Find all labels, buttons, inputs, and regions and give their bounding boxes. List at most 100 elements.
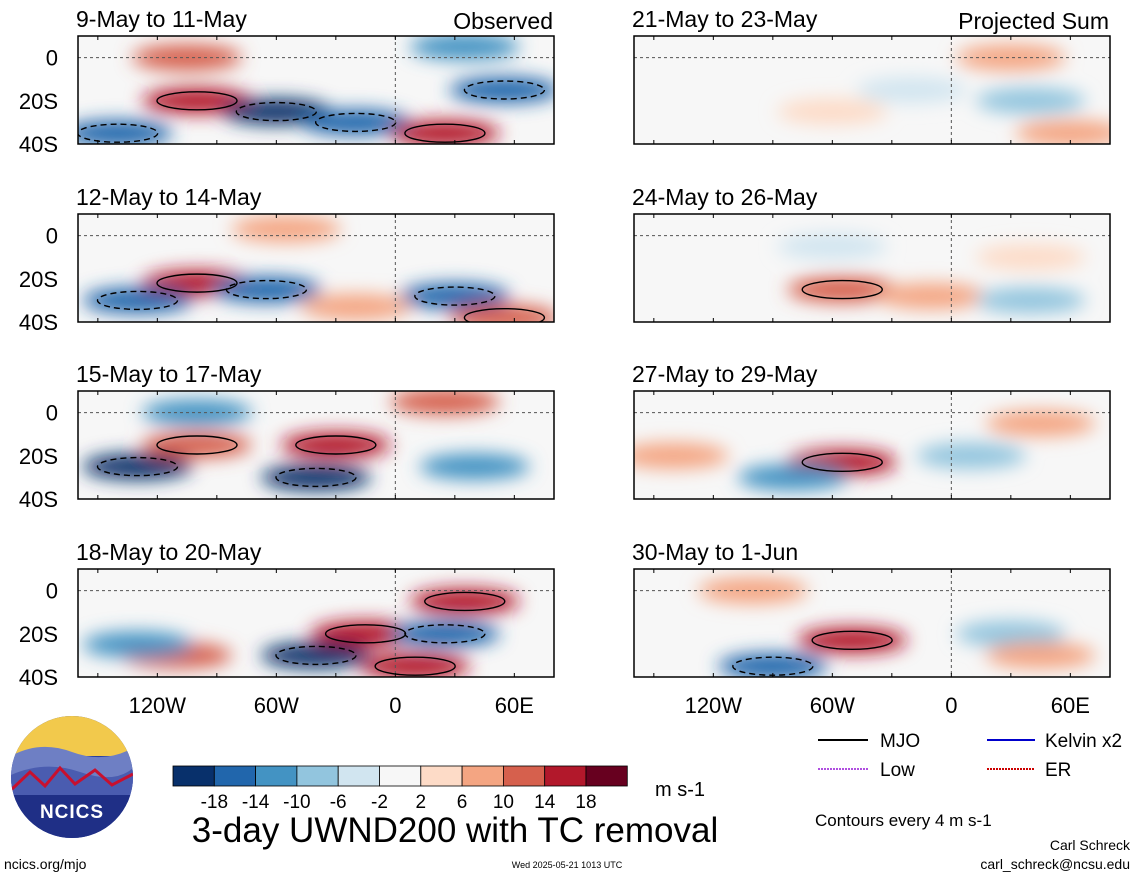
ncics-logo: NCICS [11,716,133,838]
contour-line [156,273,238,293]
anomaly-blob [955,620,1066,647]
anomaly-blob [975,244,1086,271]
colorbar-swatch [296,765,339,787]
panel-title: 24-May to 26-May [632,184,818,210]
panel-7: 27-May to 29-May [632,361,1111,500]
contour-line [156,435,238,455]
colorbar-tick-label: -10 [283,792,310,813]
y-tick-label: 20S [19,267,58,292]
panel-title: 18-May to 20-May [76,539,262,565]
contour-line [404,624,486,644]
panel-2: 12-May to 14-May 0 20S 40S [19,184,555,335]
panel-title: 30-May to 1-Jun [632,539,798,565]
contour-line [96,290,179,311]
colorbar-tick-label: 2 [416,792,427,813]
anomaly-blob [389,391,500,415]
contour-line [811,630,893,650]
anomaly-blob [737,464,848,491]
x-tick-label: 60E [1051,693,1090,718]
contour-line [96,456,179,477]
colorbar-swatch [420,765,463,787]
panel-4: 18-May to 20-May 0 20S 40S 120W 60W 0 60E [19,539,555,718]
legend-label-low: Low [880,760,915,781]
y-tick-label: 40S [19,487,58,512]
panel-6: 24-May to 26-May [632,184,1111,323]
panel-title: 12-May to 14-May [76,184,262,210]
anomaly-blob [449,304,554,322]
panel-3: 15-May to 17-May 0 20S 40S [19,361,555,512]
contour-line [404,123,486,143]
anomaly-blob [985,642,1096,669]
colorbar-swatch [461,765,504,787]
colorbar-swatch [585,765,628,787]
contour-line [414,286,496,306]
x-tick-label: 120W [129,693,187,718]
y-tick-label: 0 [46,579,58,604]
panel-frame [633,390,1111,500]
panel-title: 9-May to 11-May [76,6,247,32]
anomaly-blob [231,216,342,243]
footer-url: ncics.org/mjo [4,856,87,872]
panel-frame [77,213,555,323]
anomaly-blob [955,44,1066,71]
anomaly-blob [1015,120,1110,144]
colorbar: -18 -14 -10 -6 -2 2 6 10 14 18 [172,765,628,813]
contour-line [463,80,546,100]
colorbar-tick-label: -6 [330,792,347,813]
legend-label-er: ER [1045,760,1071,781]
panel-frame [77,390,555,500]
panel-background [634,391,1110,499]
panel-corner-label: Observed [453,8,553,34]
y-tick-label: 20S [19,89,58,114]
panel-frame [77,35,555,145]
colorbar-tick-label: 14 [534,792,556,813]
contour-line [156,91,238,111]
colorbar-tick-label: 18 [575,792,596,813]
anomaly-blob [142,399,252,426]
colorbar-swatch [544,765,587,787]
contour-line [78,123,159,143]
contour-line [801,452,883,472]
contour-line [463,307,546,322]
legend-label-kelvin: Kelvin x2 [1045,731,1122,752]
anomaly-blob [300,293,411,320]
footer-email: carl_schreck@ncsu.edu [980,856,1130,872]
x-tick-label: 60W [254,693,299,718]
contour-line [235,101,318,122]
anomaly-blob [777,233,888,260]
y-tick-label: 20S [19,622,58,647]
anomaly-blob [975,87,1086,114]
anomaly-blob [985,410,1096,437]
colorbar-swatch [337,765,380,787]
contour-line [275,467,357,488]
colorbar-tick-label: -2 [371,792,388,813]
anomaly-blob [916,442,1027,469]
colorbar-tick-label: -14 [242,792,270,813]
y-tick-label: 40S [19,132,58,157]
panel-corner-label: Projected Sum [958,8,1109,34]
panel-title: 21-May to 23-May [632,6,818,32]
colorbar-tick-label: 10 [493,792,514,813]
mjo-contours [801,452,883,472]
contour-line [424,591,506,612]
main-title: 3-day UWND200 with TC removal [192,811,718,850]
contour-line [295,435,377,455]
y-tick-label: 20S [19,444,58,469]
panel-frame [633,35,1111,145]
panel-5: 21-May to 23-May Projected Sum [632,6,1111,145]
anomaly-blob [78,120,173,144]
y-tick-label: 0 [46,401,58,426]
anomaly-blob [777,98,888,125]
anomaly-field [777,44,1110,144]
colorbar-swatch [213,765,257,787]
colorbar-tick-label: 6 [457,792,468,813]
legend-label-mjo: MJO [880,731,920,752]
colorbar-tick-label: -18 [201,792,228,813]
y-tick-label: 40S [19,310,58,335]
anomaly-blob [634,442,729,469]
mjo-contours [275,591,506,676]
mjo-contours [78,80,546,143]
panel-title: 27-May to 29-May [632,361,818,387]
anomaly-blob [856,77,967,103]
